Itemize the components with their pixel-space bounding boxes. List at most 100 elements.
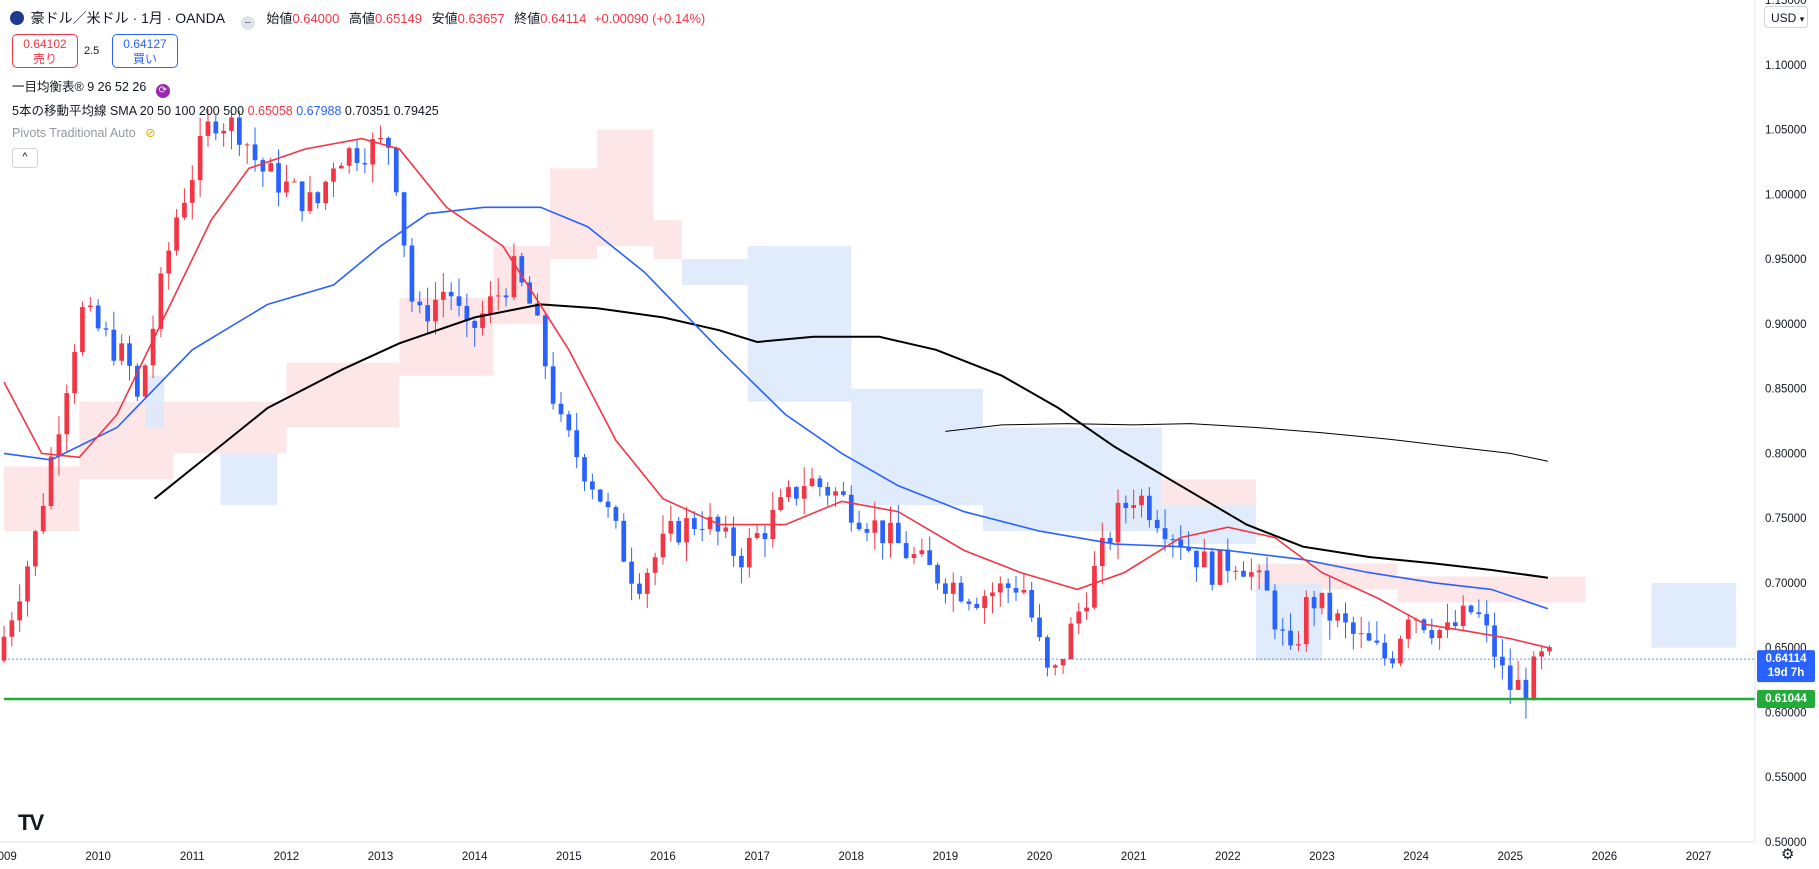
candle-body <box>1382 642 1388 659</box>
symbol-title[interactable]: 豪ドル／米ドル · 1月 · OANDA <box>30 10 226 26</box>
current-price-badge-text: 0.64114 <box>1766 653 1808 665</box>
ichimoku-legend[interactable]: 一目均衡表® 9 26 52 26 ⟳ <box>12 76 170 98</box>
candle-body <box>872 520 878 533</box>
candle-body <box>1523 679 1529 700</box>
candle-body <box>1 636 7 661</box>
buy-button[interactable]: 0.64127 買い <box>112 34 178 68</box>
candle-body <box>1398 638 1403 664</box>
candle-body <box>605 501 611 508</box>
currency-selector[interactable]: USD ▾ <box>1764 6 1808 28</box>
y-tick-label: 0.70000 <box>1765 578 1807 590</box>
candle-body <box>997 583 1003 593</box>
sell-button[interactable]: 0.64102 売り <box>12 34 78 68</box>
candle-body <box>1225 549 1231 571</box>
candle-body <box>127 343 132 366</box>
candle-body <box>1186 547 1191 551</box>
candle-body <box>1468 605 1474 613</box>
candle-body <box>668 520 674 534</box>
candle-body <box>33 531 38 567</box>
candle-body <box>1531 656 1537 700</box>
x-tick-label: 2017 <box>744 851 770 863</box>
x-tick-label: 2022 <box>1215 851 1241 863</box>
candle-body <box>880 520 885 544</box>
candle-body <box>433 299 438 322</box>
candle-body <box>1045 637 1050 668</box>
candle-body <box>1272 590 1278 630</box>
candle-body <box>488 296 493 314</box>
candle-body <box>1303 597 1309 645</box>
ichimoku-cloud-bear <box>1161 505 1257 545</box>
candle-body <box>1350 622 1356 634</box>
close-label: 終値 <box>514 11 541 26</box>
candle-body <box>1421 619 1427 631</box>
candle-body <box>1429 630 1435 639</box>
y-tick-label: 0.50000 <box>1765 837 1807 849</box>
candle-body <box>354 148 360 164</box>
candle-body <box>25 566 30 602</box>
x-tick-label: 2014 <box>462 851 488 863</box>
candle-body <box>660 533 666 558</box>
candle-body <box>80 307 85 353</box>
candle-body <box>950 582 956 594</box>
ichimoku-cloud-bull <box>286 362 400 428</box>
x-tick-label: 2020 <box>1027 851 1053 863</box>
candle-body <box>1366 633 1372 641</box>
candle-body <box>927 550 933 565</box>
candle-body <box>17 601 23 621</box>
candle-body <box>550 366 556 404</box>
candle-body <box>197 135 203 181</box>
hidden-eye-icon[interactable]: ⊘ <box>145 126 156 140</box>
candle-body <box>213 121 219 134</box>
open-value: 0.64000 <box>292 11 340 26</box>
candle-body <box>817 478 823 487</box>
y-tick-label: 0.60000 <box>1765 707 1807 719</box>
candle-body <box>205 121 211 136</box>
collapse-legend-button[interactable]: ^ <box>12 148 38 168</box>
candle-body <box>503 295 509 298</box>
pivots-legend[interactable]: Pivots Traditional Auto ⊘ <box>12 125 156 140</box>
candle-body <box>935 564 940 584</box>
candle-body <box>425 305 430 322</box>
symbol-legend: 豪ドル／米ドル · 1月 · OANDA – 始値0.64000 高値0.651… <box>10 8 705 30</box>
candle-body <box>1335 613 1341 621</box>
candle-body <box>746 538 752 568</box>
candle-body <box>1233 570 1239 572</box>
candle-body <box>833 491 838 496</box>
x-tick-label: 2012 <box>274 851 300 863</box>
buy-price: 0.64127 <box>123 37 167 51</box>
level-price-badge <box>1757 689 1815 708</box>
candle-body <box>809 478 815 487</box>
refresh-icon[interactable]: ⟳ <box>155 84 170 98</box>
ichimoku-cloud-bear <box>983 427 1162 532</box>
candle-body <box>597 489 603 502</box>
candle-body <box>1241 570 1246 577</box>
buy-label: 買い <box>132 52 157 66</box>
candle-body <box>1194 550 1199 568</box>
candle-body <box>707 516 713 530</box>
candle-body <box>676 520 682 543</box>
x-tick-label: 2015 <box>556 851 582 863</box>
candle-body <box>793 487 799 499</box>
candle-body <box>9 620 15 637</box>
candle-body <box>299 181 305 212</box>
candle-body <box>1296 644 1301 646</box>
candle-body <box>613 507 619 521</box>
ichimoku-name: 一目均衡表® <box>12 80 84 94</box>
x-tick-label: 2016 <box>650 851 676 863</box>
candle-body <box>103 328 109 330</box>
ma-params: SMA 20 50 100 200 500 <box>109 104 245 118</box>
candle-body <box>895 522 901 544</box>
candle-body <box>856 522 862 530</box>
ma-legend[interactable]: 5本の移動平均線 SMA 20 50 100 200 500 0.65058 0… <box>12 100 439 119</box>
candle-body <box>864 529 870 533</box>
symbol-flag-icon <box>10 11 24 25</box>
candle-body <box>629 561 634 584</box>
tradingview-logo[interactable]: TV <box>18 810 44 835</box>
gear-icon[interactable]: ⚙ <box>1781 846 1795 863</box>
candle-body <box>911 554 917 558</box>
candle-body <box>1327 592 1333 621</box>
low-label: 安値 <box>431 11 458 26</box>
candle-body <box>644 572 650 594</box>
x-tick-label: 2009 <box>0 851 17 863</box>
